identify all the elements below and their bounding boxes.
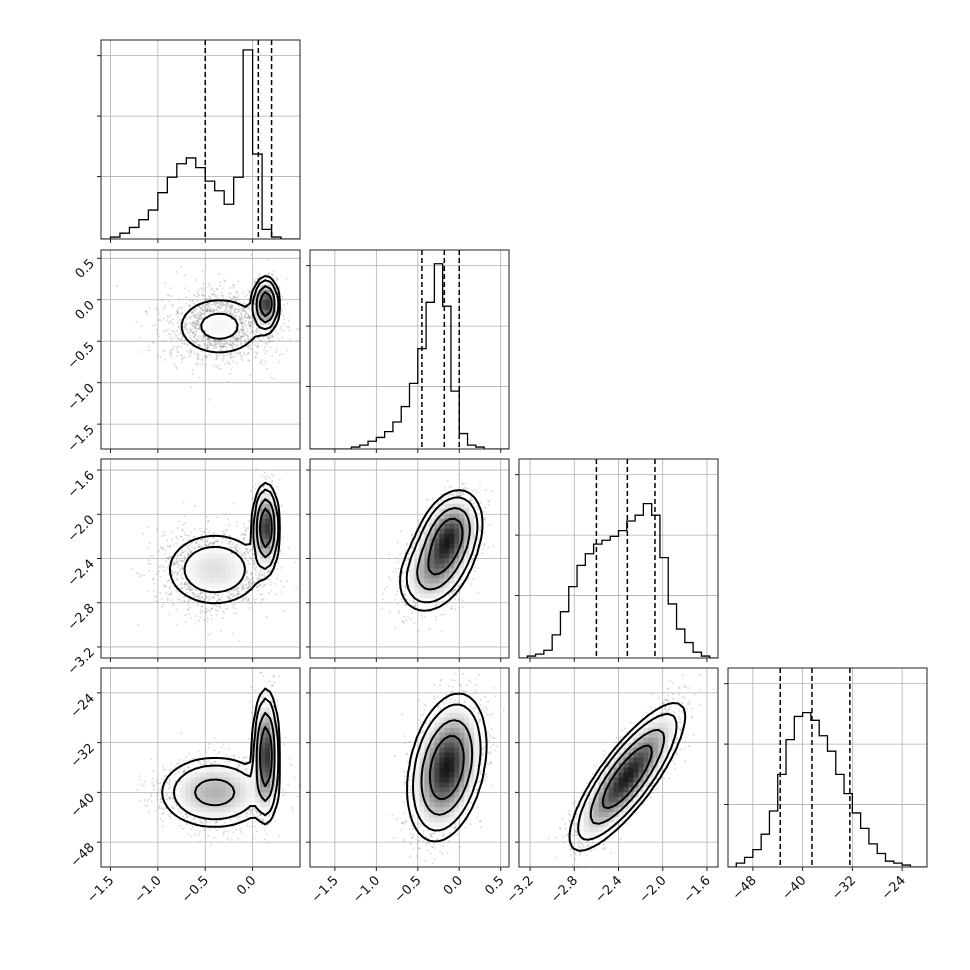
contour-level-3 [258,291,273,318]
contour-level-2 [255,285,276,324]
panel-frame [100,667,301,868]
histogram-panel-3 [727,667,928,868]
contour-level-0 [399,489,484,612]
panel-frame [100,39,301,240]
histogram-panel-2 [518,458,719,659]
x-tick-label: −32 [829,873,859,903]
y-tick-label: −48 [68,840,98,870]
contour-level-2 [255,498,276,559]
contour-level-0 [168,481,281,605]
y-tick-label: −2.8 [65,601,98,634]
y-tick-label: −1.5 [65,422,98,455]
contour-level-1 [577,712,678,841]
y-tick-label: −1.0 [65,381,98,414]
x-tick-label: −1.6 [681,873,714,906]
panel-frame [727,667,928,868]
histogram-panel-1 [309,249,510,450]
x-tick-label: −1.0 [132,873,165,906]
contour-level-3 [428,735,465,800]
joint-panel-0-3 [100,667,301,868]
y-tick-label: −2.4 [65,557,98,590]
contour-level-1 [200,279,280,340]
contour-level-3 [259,725,273,788]
joint-panel-0-2 [100,458,301,659]
histogram-step-1 [310,263,509,449]
y-tick-label: −2.0 [65,512,98,545]
contour-level-0 [180,275,281,354]
x-tick-label: −0.5 [179,873,212,906]
contour-level-0 [568,702,687,852]
histogram-panel-0 [100,39,301,240]
contour-level-2 [416,507,471,591]
contour-level-2 [589,728,666,825]
joint-panel-1-2 [309,458,510,659]
y-tick-label: −0.5 [65,339,98,372]
x-tick-label: −24 [879,873,909,903]
panel-frame [309,667,510,868]
y-tick-label: 0.0 [73,298,98,323]
x-tick-label: −1.5 [84,873,117,906]
contour-level-3 [259,507,273,549]
x-tick-label: 0.0 [441,873,466,898]
panel-frame [309,249,510,450]
x-tick-label: −2.0 [637,873,670,906]
y-tick-label: −32 [68,741,98,771]
contour-level-0 [161,687,281,828]
contour-level-2 [194,711,276,807]
contour-level-1 [183,488,280,594]
contour-level-1 [172,697,280,821]
contour-level-3 [427,517,464,576]
x-tick-label: −2.8 [548,873,581,906]
contour-level-3 [601,744,653,810]
x-tick-label: −2.4 [592,873,625,906]
joint-panel-2-3 [518,667,719,868]
x-tick-label: −1.5 [309,873,342,906]
histogram-step-2 [519,502,718,658]
histogram-step-0 [101,49,300,239]
joint-panel-0-1 [100,249,301,450]
x-tick-label: −40 [779,873,809,903]
y-tick-label: −40 [68,791,98,821]
x-tick-label: −48 [730,873,760,903]
x-tick-label: 0.0 [234,873,259,898]
y-tick-label: −24 [68,691,98,721]
panel-frame [100,249,301,450]
contour-level-1 [412,703,482,832]
contour-level-1 [405,496,479,604]
contour-level-2 [420,719,474,816]
y-tick-label: 0.5 [73,257,98,282]
y-tick-label: −1.6 [65,468,98,501]
histogram-step-3 [728,711,927,867]
x-tick-label: −3.2 [504,873,537,906]
joint-panel-1-3 [309,667,510,868]
y-tick-label: −3.2 [65,645,98,678]
x-tick-label: −1.0 [350,873,383,906]
x-tick-label: −0.5 [392,873,425,906]
contour-level-0 [406,692,488,843]
